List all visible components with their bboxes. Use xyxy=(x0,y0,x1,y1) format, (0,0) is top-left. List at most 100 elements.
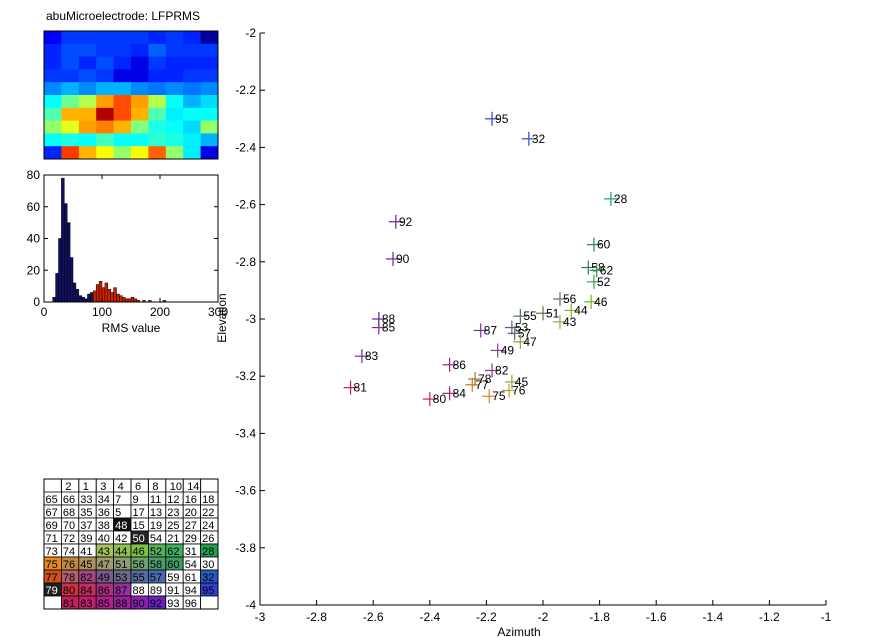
heatmap-cell xyxy=(44,146,62,160)
heatmap-cell xyxy=(131,82,149,96)
scatter-x-tick-label: -3 xyxy=(255,610,266,624)
table-cell-label: 72 xyxy=(63,533,75,545)
heatmap-cell xyxy=(113,146,132,160)
scatter-x-axis-label: Azimuth xyxy=(497,625,540,637)
table-cell-label: 85 xyxy=(98,598,110,610)
heatmap-cell xyxy=(131,31,149,45)
histogram-bar xyxy=(93,290,97,303)
scatter-point-label: 44 xyxy=(574,303,588,317)
heatmap-cell xyxy=(78,120,97,134)
table-cell-label: 23 xyxy=(167,507,179,519)
scatter-point-label: 81 xyxy=(354,381,368,395)
scatter-y-tick-label: -3.4 xyxy=(235,426,256,440)
table-frame xyxy=(43,478,219,610)
heatmap-cell xyxy=(148,31,167,45)
table-cell-label: 33 xyxy=(80,494,92,506)
scatter-x-tick-label: -1.4 xyxy=(702,610,723,624)
histogram-bar xyxy=(58,238,62,303)
scatter-point-label: 56 xyxy=(563,292,577,306)
table-cell-label: 17 xyxy=(133,507,145,519)
heatmap-cell xyxy=(96,95,115,109)
histogram-bar xyxy=(55,273,59,303)
histogram-bar xyxy=(72,282,77,303)
table-cell-label: 58 xyxy=(150,559,162,571)
heatmap-cell xyxy=(183,120,202,134)
histogram-bar xyxy=(78,295,82,303)
heatmap-cell xyxy=(183,43,202,58)
heatmap-cell xyxy=(44,43,62,58)
heatmap-cell xyxy=(44,120,62,134)
heatmap-cell xyxy=(131,107,149,122)
table-header-cell: 1 xyxy=(83,481,89,493)
scatter-point-label: 78 xyxy=(478,372,492,386)
scatter-y-tick-label: -2.4 xyxy=(235,140,256,154)
table-cell-label: 54 xyxy=(185,559,197,571)
table-cell-label: 65 xyxy=(46,494,58,506)
scatter-y-tick-label: -2.8 xyxy=(235,255,256,269)
heatmap-cell xyxy=(183,107,202,122)
scatter-x-tick-label: -1.2 xyxy=(759,610,780,624)
heatmap-cell xyxy=(165,82,184,96)
table-cell-label: 9 xyxy=(133,494,139,506)
table-cell-label: 7 xyxy=(115,494,121,506)
heatmap-cell xyxy=(113,82,132,96)
scatter-y-tick-label: -2.6 xyxy=(235,198,256,212)
scatter-point-label: 62 xyxy=(600,263,614,277)
scatter-point-label: 28 xyxy=(614,192,628,206)
scatter-y-tick-label: -2.2 xyxy=(235,83,256,97)
histogram-bar xyxy=(69,257,74,303)
histogram-x-tick-label: 0 xyxy=(41,305,48,319)
scatter-point-label: 43 xyxy=(563,315,577,329)
heatmap-cell xyxy=(183,133,202,147)
heatmap-cell xyxy=(148,120,167,134)
table-cell-label: 34 xyxy=(98,494,110,506)
scatter-point-label: 53 xyxy=(515,321,529,335)
heatmap-cell xyxy=(96,107,115,122)
heatmap-cell xyxy=(44,95,62,109)
scatter-y-tick-label: -4 xyxy=(245,598,256,612)
scatter-point-label: 85 xyxy=(382,321,396,335)
table-cell-label: 71 xyxy=(46,533,58,545)
heatmap-frame xyxy=(43,30,219,160)
heatmap-cell xyxy=(165,120,184,134)
table-cell-label: 80 xyxy=(63,585,75,597)
table-cell-label: 49 xyxy=(98,572,110,584)
scatter-point-label: 90 xyxy=(396,252,410,266)
heatmap-cell xyxy=(183,56,202,70)
heatmap-cell xyxy=(165,146,184,160)
heatmap-cell xyxy=(61,107,80,122)
table-cell-label: 73 xyxy=(46,546,58,558)
scatter-x-tick-label: -1 xyxy=(821,610,832,624)
histogram-bar xyxy=(95,284,100,303)
heatmap-cell xyxy=(96,120,115,134)
heatmap-cell xyxy=(148,43,167,58)
table-cell-label: 91 xyxy=(167,585,179,597)
table-cell-label: 88 xyxy=(115,598,127,610)
table-cell-label: 25 xyxy=(167,520,179,532)
scatter-x-tick-label: -2.8 xyxy=(306,610,327,624)
histogram-bar xyxy=(113,287,117,303)
heatmap-cell xyxy=(44,31,62,45)
histogram-bar xyxy=(61,177,65,303)
scatter-point-label: 47 xyxy=(523,335,537,349)
table-cell-label: 31 xyxy=(185,546,197,558)
table-cell-label: 61 xyxy=(185,572,197,584)
table-cell-label: 55 xyxy=(133,572,145,584)
scatter-y-tick-label: -3.8 xyxy=(235,541,256,555)
table-cell-label: 50 xyxy=(133,533,145,545)
heatmap-cell xyxy=(61,133,80,147)
heatmap-cell xyxy=(61,146,80,160)
heatmap-cell xyxy=(148,107,167,122)
heatmap-cell xyxy=(165,69,184,83)
histogram-y-tick-label: 0 xyxy=(33,295,40,309)
histogram-bar xyxy=(119,295,123,303)
heatmap-cell xyxy=(200,43,219,58)
heatmap-cell xyxy=(148,95,167,109)
table-cell-label: 60 xyxy=(167,559,179,571)
histogram-bar xyxy=(81,296,85,303)
histogram-bar xyxy=(104,282,109,303)
scatter-x-tick-label: -1.6 xyxy=(646,610,667,624)
table-cell-label: 78 xyxy=(63,572,75,584)
scatter-point-label: 95 xyxy=(495,112,509,126)
